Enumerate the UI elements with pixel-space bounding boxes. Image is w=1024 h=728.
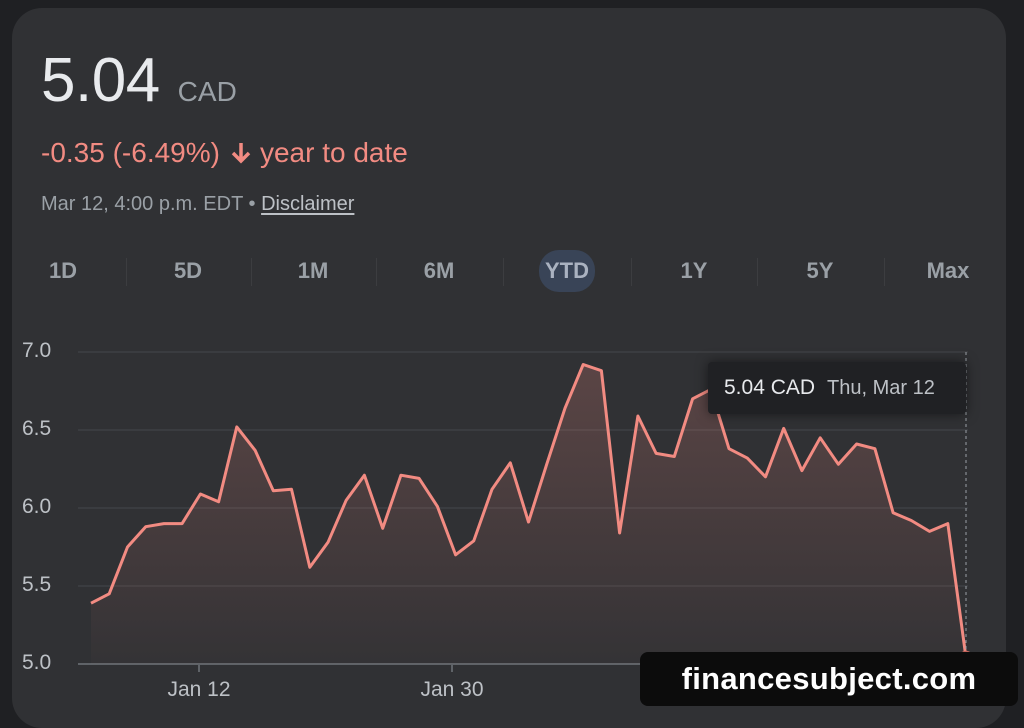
range-divider xyxy=(757,258,758,286)
currency-label: CAD xyxy=(177,76,237,107)
range-tab-5y[interactable]: 5Y xyxy=(806,258,834,283)
price-chart xyxy=(78,351,973,672)
y-tick-label: 5.0 xyxy=(22,651,52,674)
time-range-selector: 1D 5D 1M 6M YTD 1Y 5Y Max xyxy=(0,250,1024,292)
range-divider xyxy=(884,258,885,286)
range-tab-ytd[interactable]: YTD xyxy=(539,250,595,292)
range-tab-1d[interactable]: 1D xyxy=(48,258,78,283)
quote-timestamp: Mar 12, 4:00 p.m. EDT xyxy=(41,193,243,215)
tooltip-date: Thu, Mar 12 xyxy=(827,376,935,399)
range-tab-max[interactable]: Max xyxy=(926,258,970,283)
price-line xyxy=(90,363,968,659)
chart-tooltip: 5.04 CAD Thu, Mar 12 xyxy=(708,362,966,414)
range-tab-1m[interactable]: 1M xyxy=(297,258,329,283)
price-area xyxy=(91,364,966,664)
meta-separator: • xyxy=(248,193,256,215)
x-tick-label: Jan 12 xyxy=(167,678,231,701)
current-price: 5.04 xyxy=(41,46,160,115)
watermark: financesubject.com xyxy=(640,652,1018,706)
y-tick-label: 5.5 xyxy=(22,573,52,596)
quote-meta: Mar 12, 4:00 p.m. EDT • Disclaimer xyxy=(41,193,354,216)
y-tick-label: 6.0 xyxy=(22,495,52,518)
range-divider xyxy=(503,258,504,286)
price-header: 5.04 CAD xyxy=(41,50,237,112)
tooltip-value: 5.04 CAD xyxy=(724,376,816,399)
change-period: year to date xyxy=(259,137,408,168)
y-tick-label: 6.5 xyxy=(22,417,52,440)
range-tab-5d[interactable]: 5D xyxy=(173,258,203,283)
disclaimer-link[interactable]: Disclaimer xyxy=(261,193,355,215)
range-tab-1y[interactable]: 1Y xyxy=(680,258,708,283)
range-divider xyxy=(250,258,252,286)
x-tick-label: Jan 30 xyxy=(420,678,484,701)
range-divider xyxy=(376,258,377,286)
change-value: -0.35 (-6.49%) xyxy=(41,137,220,168)
y-tick-label: 7.0 xyxy=(22,339,52,362)
range-divider xyxy=(125,258,127,286)
price-change: -0.35 (-6.49%) year to date xyxy=(41,137,408,169)
arrow-down-icon xyxy=(231,143,251,164)
range-tab-6m[interactable]: 6M xyxy=(423,258,455,283)
range-divider xyxy=(630,258,632,286)
